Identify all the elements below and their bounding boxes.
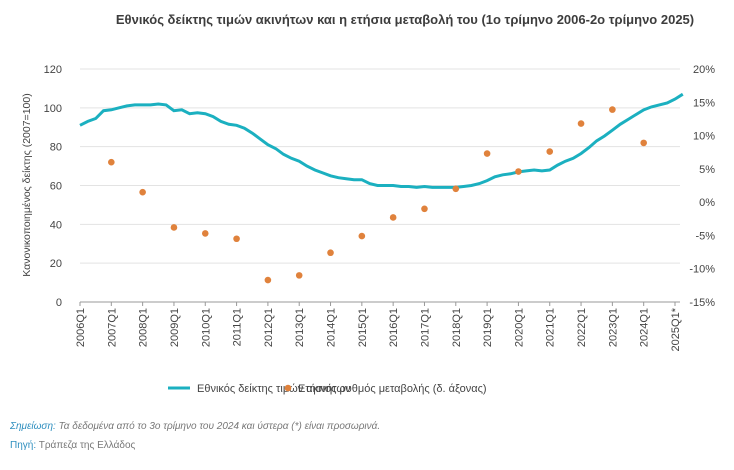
x-tick-label: 2017Q1 <box>419 308 431 347</box>
rate-dot <box>640 139 647 147</box>
y-tick-label: 80 <box>50 142 62 154</box>
y2-tick-label: -10% <box>689 264 715 276</box>
x-tick-label: 2018Q1 <box>451 308 463 347</box>
rate-dot <box>108 158 115 166</box>
rate-dot <box>515 168 522 175</box>
y2-tick-label: -15% <box>689 297 715 309</box>
x-tick-label: 2021Q1 <box>545 308 557 347</box>
note-text: Τα δεδομένα από το 3ο τρίμηνο του 2024 κ… <box>58 421 381 432</box>
legend-label: Εθνικός δείκτης τιμών ακινήτων <box>197 383 351 395</box>
x-tick-label: 2015Q1 <box>357 308 369 347</box>
x-tick-label: 2013Q1 <box>294 308 306 347</box>
y2-tick-label: 20% <box>693 64 715 76</box>
rate-dot <box>546 148 554 155</box>
rate-dot <box>327 249 334 257</box>
note-label: Σημείωση: <box>10 421 56 432</box>
x-tick-label: 2014Q1 <box>326 308 338 347</box>
legend-label: Ετήσιος ρυθμός μεταβολής (δ. άξονας) <box>298 383 487 395</box>
source: Πηγή: Τράπεζα της Ελλάδος <box>10 440 135 451</box>
rate-dot <box>389 214 397 221</box>
y2-tick-label: 10% <box>693 131 715 143</box>
x-tick-label: 2023Q1 <box>607 308 619 347</box>
rate-dot <box>170 224 178 231</box>
x-tick-label: 2008Q1 <box>138 308 150 347</box>
x-tick-label: 2022Q1 <box>576 308 588 347</box>
y2-tick-label: -5% <box>695 230 715 242</box>
rate-dot <box>421 205 428 213</box>
legend-dot <box>284 384 292 392</box>
rate-dot <box>609 106 616 113</box>
rate-dot <box>201 230 209 237</box>
rate-dot <box>358 232 366 240</box>
y-tick-label: 120 <box>44 64 62 76</box>
x-tick-label: 2019Q1 <box>482 308 494 347</box>
y-tick-label: 0 <box>56 297 62 309</box>
note: Σημείωση: Τα δεδομένα από το 3ο τρίμηνο … <box>10 421 380 432</box>
x-tick-label: 2016Q1 <box>388 308 400 347</box>
y-tick-label: 40 <box>50 219 62 231</box>
rate-dot <box>295 272 303 279</box>
source-label: Πηγή: <box>10 440 37 451</box>
y-tick-label: 60 <box>50 181 62 193</box>
x-tick-label: 2012Q1 <box>263 308 275 347</box>
rate-dot <box>264 276 272 284</box>
chart-title: Εθνικός δείκτης τιμών ακινήτων και η ετή… <box>116 12 694 27</box>
x-tick-label: 2024Q1 <box>639 308 651 347</box>
source-text: Τράπεζα της Ελλάδος <box>38 440 136 451</box>
rate-dot <box>452 185 460 193</box>
x-tick-label: 2020Q1 <box>513 308 525 347</box>
x-tick-label: 2025Q1* <box>670 307 682 351</box>
y2-tick-label: 5% <box>699 164 715 176</box>
rate-dot <box>139 188 146 196</box>
x-tick-label: 2009Q1 <box>169 308 181 347</box>
y-axis-label: Κανονικοποιημένος δείκτης (2007=100) <box>21 93 33 276</box>
y-tick-label: 100 <box>44 103 62 115</box>
x-tick-label: 2010Q1 <box>200 308 212 347</box>
rate-dot <box>233 235 240 243</box>
x-tick-label: 2011Q1 <box>232 308 244 346</box>
rate-dot <box>483 150 491 157</box>
x-tick-label: 2006Q1 <box>75 308 87 347</box>
x-tick-label: 2007Q1 <box>106 308 118 347</box>
y2-tick-label: 15% <box>693 97 715 109</box>
y-tick-label: 20 <box>50 258 62 270</box>
rate-dot <box>577 120 585 127</box>
index-line <box>79 92 684 189</box>
y2-tick-label: 0% <box>699 197 715 209</box>
